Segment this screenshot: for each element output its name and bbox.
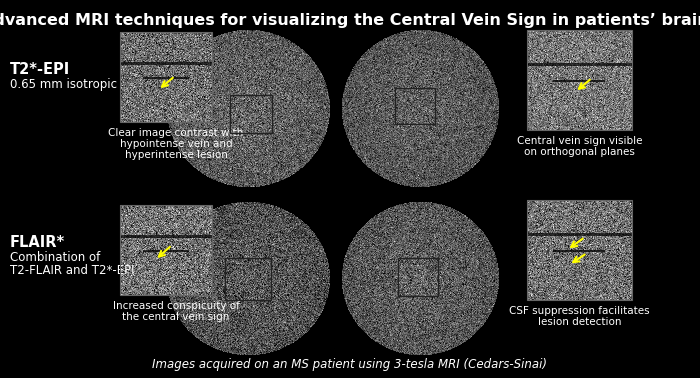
Text: lesion detection: lesion detection <box>538 317 622 327</box>
Text: hyperintense lesion: hyperintense lesion <box>125 150 228 160</box>
Bar <box>225 258 271 300</box>
Text: Clear image contrast with: Clear image contrast with <box>108 128 244 138</box>
Text: FLAIR*: FLAIR* <box>10 235 65 250</box>
Bar <box>120 32 212 122</box>
Text: the central vein sign: the central vein sign <box>122 312 230 322</box>
Bar <box>120 205 212 295</box>
Text: on orthogonal planes: on orthogonal planes <box>524 147 635 157</box>
Text: 0.65 mm isotropic: 0.65 mm isotropic <box>10 78 117 91</box>
Text: hypointense vein and: hypointense vein and <box>120 139 232 149</box>
Bar <box>230 95 272 133</box>
Text: T2-FLAIR and T2*-EPI: T2-FLAIR and T2*-EPI <box>10 264 134 277</box>
Text: CSF suppression facilitates: CSF suppression facilitates <box>509 306 650 316</box>
Text: Increased conspicuity of: Increased conspicuity of <box>113 301 239 311</box>
Text: Advanced MRI techniques for visualizing the Central Vein Sign in patients’ brain: Advanced MRI techniques for visualizing … <box>0 13 700 28</box>
Bar <box>527 30 632 130</box>
Text: Central vein sign visible: Central vein sign visible <box>517 136 643 146</box>
Bar <box>398 258 438 296</box>
Text: Combination of: Combination of <box>10 251 100 264</box>
Bar <box>395 88 435 124</box>
Text: T2*-EPI: T2*-EPI <box>10 62 70 77</box>
Bar <box>527 200 632 300</box>
Text: Images acquired on an MS patient using 3-tesla MRI (Cedars-Sinai): Images acquired on an MS patient using 3… <box>153 358 547 371</box>
